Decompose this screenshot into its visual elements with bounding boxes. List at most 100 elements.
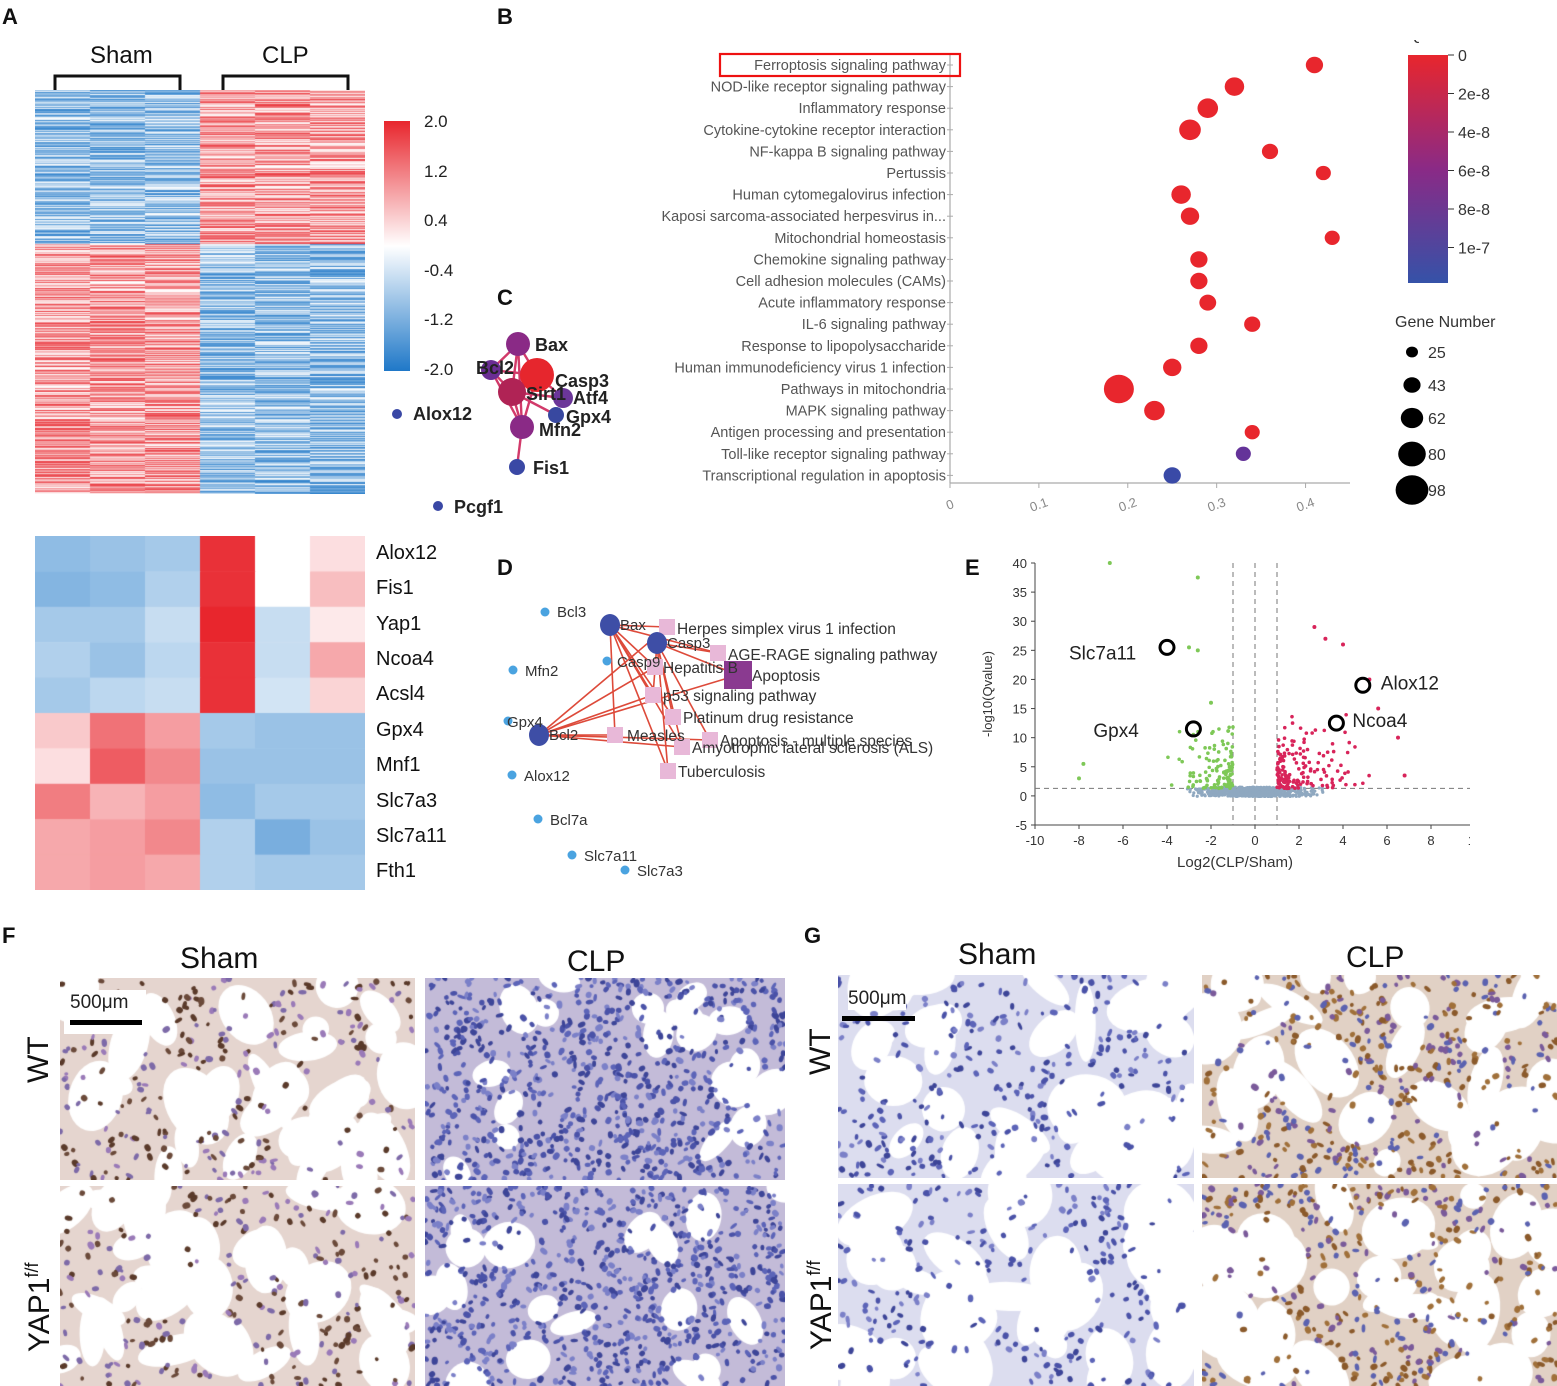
- point-up: [1298, 746, 1302, 751]
- point-down: [1077, 776, 1081, 781]
- gene-heatmap: [35, 536, 365, 890]
- point-down: [1217, 777, 1221, 781]
- point-up: [1287, 751, 1291, 756]
- point-up: [1327, 763, 1331, 768]
- point-up: [1331, 749, 1336, 754]
- point-down: [1169, 783, 1174, 787]
- size-legend-label: 98: [1428, 483, 1446, 500]
- colorbar-ticks: 2.0 1.2 0.4 -0.4 -1.2 -2.0: [410, 112, 470, 382]
- point-up: [1319, 777, 1323, 782]
- y-tick-label: 0: [1020, 789, 1027, 804]
- network-node: [392, 409, 402, 419]
- gene-label: Mnf1: [376, 754, 421, 777]
- size-legend-bubble: [1406, 346, 1418, 358]
- point-up: [1282, 725, 1287, 730]
- enrichment-bubble: [1144, 400, 1165, 421]
- gene-label: Bax: [620, 617, 646, 634]
- point-ns: [1249, 786, 1253, 790]
- pathway-node: [647, 659, 663, 675]
- enrichment-bubble: [1199, 294, 1217, 311]
- point-up: [1320, 783, 1325, 788]
- point-ns: [1284, 792, 1288, 796]
- gene-node: [600, 614, 620, 636]
- x-tick-label: 0: [1251, 833, 1258, 848]
- size-legend-bubble: [1403, 377, 1421, 393]
- point-ns: [1291, 793, 1295, 797]
- size-legend-label: 43: [1428, 378, 1446, 395]
- point-ns: [1248, 793, 1252, 798]
- point-down: [1204, 776, 1209, 781]
- point-up: [1298, 726, 1303, 730]
- x-tick-label: 0.3: [1205, 494, 1227, 514]
- point-up: [1281, 764, 1285, 769]
- point-ns: [1200, 793, 1204, 797]
- network-edge: [538, 666, 656, 736]
- size-legend-label: 80: [1428, 447, 1446, 464]
- point-up: [1324, 774, 1329, 778]
- network-node: [553, 388, 573, 408]
- network-node: [509, 459, 525, 475]
- gene-label: Fis1: [376, 577, 414, 600]
- panel-label-g: G: [804, 923, 822, 948]
- point-down: [1226, 729, 1231, 733]
- gene-label: Bcl2: [549, 727, 578, 744]
- point-ns: [1194, 787, 1198, 791]
- point-up: [1353, 745, 1357, 749]
- network-node: [506, 332, 530, 356]
- volcano-plot: 40 35 30 25 20 15 10 5 0 -5-10 -8 -6 -4 -2 0 2 4 6 8 10 Log2…: [980, 556, 1470, 871]
- colorbar-tick: 1.2: [424, 161, 448, 181]
- point-ns: [1206, 792, 1211, 796]
- gene-label: Casp9: [617, 654, 660, 671]
- point-up: [1294, 761, 1299, 765]
- point-down: [1207, 765, 1212, 770]
- point-ns: [1265, 794, 1270, 798]
- enrichment-bubble-chart: Ferroptosis signaling pathway NOD-like re…: [662, 40, 1497, 515]
- network-node-label: Bax: [535, 335, 568, 355]
- point-ns: [1188, 787, 1192, 792]
- point-up: [1402, 773, 1407, 778]
- pathway-label: Chemokine signaling pathway: [753, 252, 946, 268]
- pathway-node: [660, 763, 676, 779]
- pathway-label: Antigen processing and presentation: [711, 425, 946, 441]
- point-up: [1321, 753, 1326, 758]
- y-tick-label: 35: [1013, 585, 1027, 600]
- point-down: [1203, 785, 1208, 790]
- point-up: [1305, 747, 1310, 752]
- point-down: [1219, 785, 1224, 790]
- pathway-label: Acute inflammatory response: [758, 296, 946, 312]
- y-tick-label: 15: [1013, 702, 1027, 717]
- x-tick-label: -2: [1205, 833, 1217, 848]
- gene-node-unlinked: [620, 865, 630, 875]
- annotation-ring: [1327, 714, 1345, 732]
- point-down: [1227, 725, 1231, 730]
- point-down: [1226, 762, 1231, 766]
- pathway-node: [724, 661, 752, 689]
- qvalue-legend-label: 4e-8: [1458, 125, 1490, 142]
- point-up: [1287, 786, 1291, 791]
- point-up: [1317, 751, 1322, 756]
- point-ns: [1321, 790, 1325, 794]
- point-up: [1276, 749, 1280, 754]
- point-ns: [1291, 789, 1295, 793]
- pathway-label: Kaposi sarcoma-associated herpesvirus in…: [662, 209, 947, 225]
- point-up: [1292, 739, 1296, 744]
- point-up: [1330, 780, 1334, 785]
- point-ns: [1242, 787, 1246, 791]
- point-up: [1282, 751, 1287, 755]
- annotation-label: Gpx4: [1093, 721, 1139, 742]
- point-up: [1281, 743, 1285, 747]
- point-ns: [1233, 785, 1237, 789]
- point-down: [1191, 774, 1196, 779]
- x-tick-label: 8: [1427, 833, 1434, 848]
- point-up: [1325, 750, 1330, 755]
- gene-node-unlinked: [567, 850, 577, 860]
- volcano-points: [1077, 561, 1407, 799]
- gene-node-unlinked: [507, 770, 517, 780]
- point-up: [1278, 757, 1282, 762]
- point-up: [1313, 728, 1318, 732]
- point-down: [1224, 769, 1228, 774]
- point-up: [1396, 735, 1400, 740]
- point-up: [1277, 779, 1282, 784]
- pathway-label: p53 signaling pathway: [663, 688, 817, 705]
- point-up: [1343, 730, 1347, 735]
